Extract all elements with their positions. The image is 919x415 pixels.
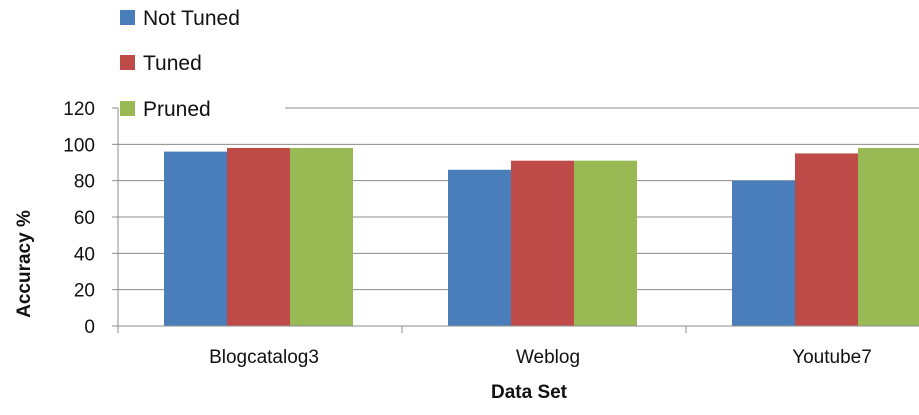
legend-swatch bbox=[120, 55, 135, 70]
legend-label: Pruned bbox=[143, 98, 211, 121]
bar-tuned bbox=[511, 160, 574, 326]
y-tick-labels: 0 20 40 60 80 100 120 bbox=[63, 99, 95, 338]
legend-label: Tuned bbox=[143, 52, 202, 75]
y-tick-label: 80 bbox=[74, 172, 95, 193]
y-tick-label: 40 bbox=[74, 244, 95, 265]
bar-not-tuned bbox=[448, 169, 511, 326]
legend-swatch bbox=[120, 10, 135, 25]
bar-tuned bbox=[227, 147, 290, 326]
y-tick-label: 120 bbox=[63, 99, 95, 120]
x-category-label: Weblog bbox=[516, 347, 580, 368]
legend-label: Not Tuned bbox=[143, 7, 240, 30]
bars bbox=[164, 147, 919, 326]
legend-swatch bbox=[120, 101, 135, 116]
x-category-label: Blogcatalog3 bbox=[209, 347, 319, 368]
bar-not-tuned bbox=[732, 180, 795, 326]
y-tick-label: 0 bbox=[84, 317, 95, 338]
x-tick-labels: Blogcatalog3 Weblog Youtube7 bbox=[209, 347, 872, 368]
bar-pruned bbox=[858, 147, 919, 326]
x-category-label: Youtube7 bbox=[792, 347, 872, 368]
axes bbox=[112, 107, 919, 333]
y-axis-title: Accuracy % bbox=[14, 210, 35, 318]
bar-tuned bbox=[795, 153, 858, 326]
y-tick-label: 20 bbox=[74, 281, 95, 302]
legend: Not Tuned Tuned Pruned bbox=[120, 7, 240, 121]
y-tick-label: 100 bbox=[63, 135, 95, 156]
bar-not-tuned bbox=[164, 151, 227, 326]
x-axis-title: Data Set bbox=[491, 382, 568, 403]
y-tick-label: 60 bbox=[74, 208, 95, 229]
bar-pruned bbox=[290, 147, 353, 326]
bar-pruned bbox=[574, 160, 637, 326]
